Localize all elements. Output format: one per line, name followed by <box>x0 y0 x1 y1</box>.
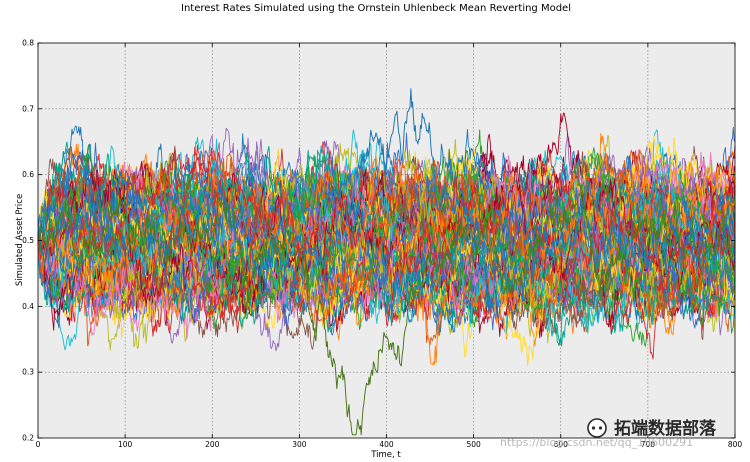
x-tick-label: 600 <box>554 440 569 449</box>
y-tick-label: 0.5 <box>22 236 34 245</box>
series-line <box>37 146 736 324</box>
series-group <box>37 88 736 436</box>
y-tick-label: 0.2 <box>22 434 34 443</box>
series-line <box>37 149 736 328</box>
y-tick-label: 0.3 <box>22 368 34 377</box>
series-line-upper-excursion <box>37 88 736 312</box>
x-tick-label: 700 <box>641 440 656 449</box>
x-tick-label: 300 <box>292 440 307 449</box>
y-tick-label: 0.6 <box>22 170 34 179</box>
y-tick-label: 0.4 <box>22 302 34 311</box>
watermark: https://blog.csdn.net/qq_19600291 拓端数据部落 <box>500 418 717 449</box>
watermark-url: https://blog.csdn.net/qq_19600291 <box>500 436 693 449</box>
x-tick-label: 100 <box>118 440 133 449</box>
x-tick-label: 200 <box>205 440 220 449</box>
chart-title: Interest Rates Simulated using the Ornst… <box>181 3 571 14</box>
y-axis: 0.2 0.3 0.4 0.5 0.6 0.7 0.8 <box>22 39 735 443</box>
series-line <box>37 183 736 324</box>
series-line <box>37 176 736 324</box>
x-tick-label: 400 <box>379 440 394 449</box>
x-axis: 0 100 200 300 400 500 600 700 800 <box>36 43 743 449</box>
y-tick-label: 0.8 <box>22 39 34 48</box>
y-axis-label: Simulated Asset Price <box>15 194 25 286</box>
x-tick-label: 800 <box>728 440 743 449</box>
series-line-lower-excursion <box>37 183 736 436</box>
series-line <box>37 157 736 326</box>
series-line <box>37 168 736 329</box>
series-line <box>37 161 736 309</box>
watermark-brand: 拓端数据部落 <box>614 418 717 439</box>
y-tick-label: 0.7 <box>22 104 34 113</box>
wechat-icon <box>587 418 607 438</box>
x-tick-label: 500 <box>466 440 481 449</box>
x-tick-label: 0 <box>36 440 41 449</box>
x-axis-label: Time, t <box>370 450 401 460</box>
